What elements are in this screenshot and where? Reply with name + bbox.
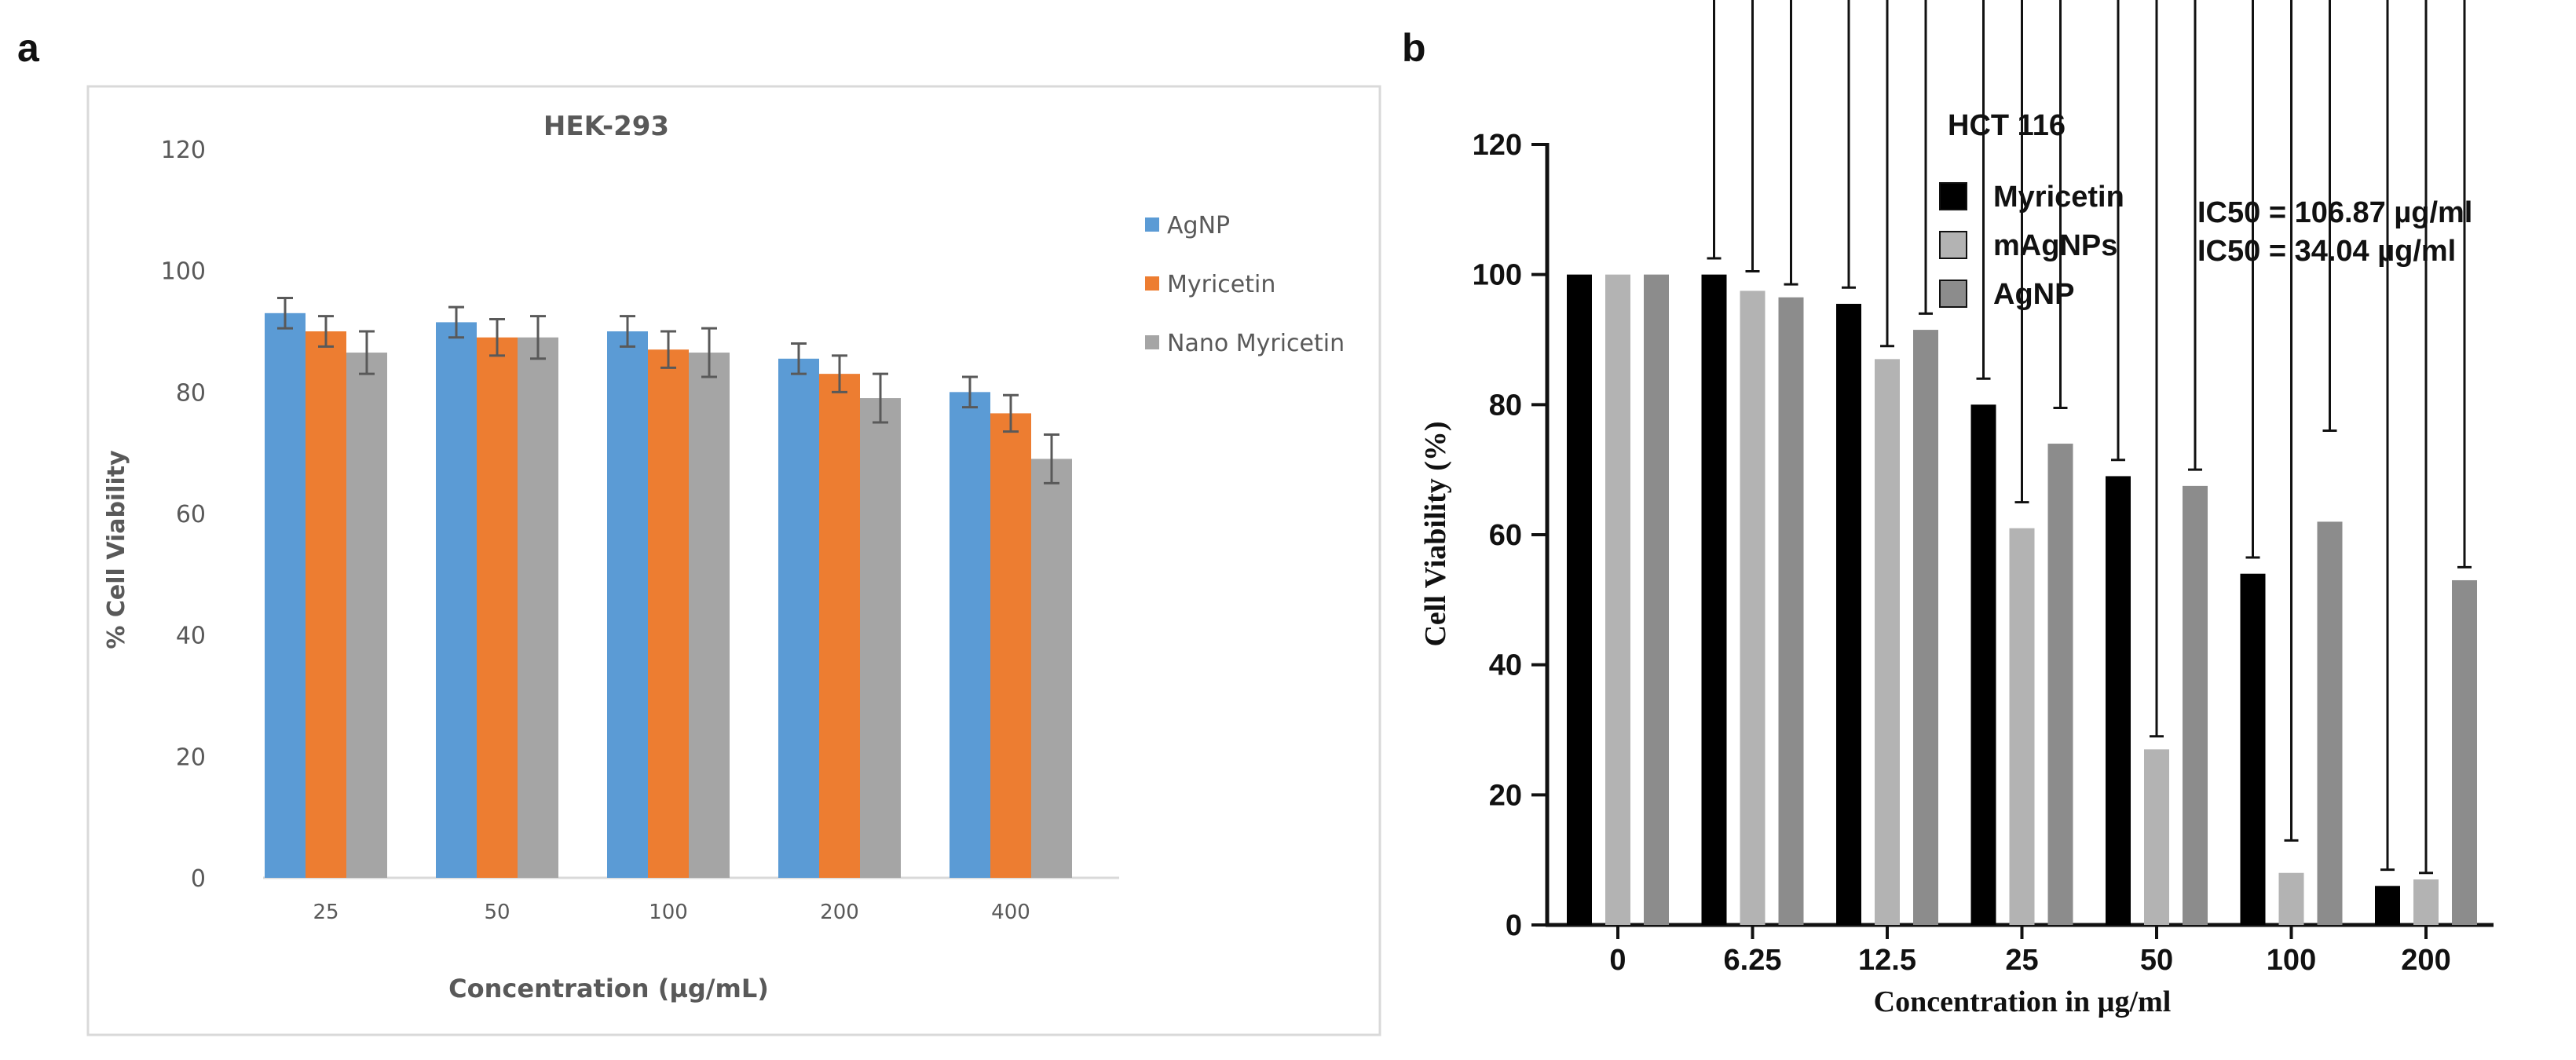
x-tick-label: 200	[2401, 944, 2450, 977]
panel-a-xlabel: Concentration (µg/mL)	[448, 974, 769, 1003]
y-tick-label: 100	[161, 258, 206, 286]
x-tick-label: 12.5	[1858, 944, 1916, 977]
bar-myricetin	[2375, 886, 2400, 925]
legend-swatch	[1145, 217, 1159, 232]
bar-myricetin	[1701, 274, 1727, 926]
panel-b-y-ticks: 0 20 40 60 80 100 120	[1473, 129, 1547, 942]
bar-magnps	[2413, 879, 2439, 925]
bar-agnp	[1644, 274, 1669, 926]
panel-b-letter: b	[1402, 26, 1426, 70]
y-tick-label: 120	[161, 137, 206, 164]
bar-agnp	[2183, 485, 2208, 925]
bar-magnps	[2009, 528, 2035, 925]
bar-myricetin	[990, 413, 1031, 878]
panel-b-x-ticks: 0 6.25 12.5 25 50 100 200	[1609, 925, 2451, 977]
x-tick-label: 100	[649, 901, 688, 924]
bar-nano-myricetin	[689, 353, 730, 879]
y-tick-label: 120	[1473, 129, 1522, 162]
legend-swatch	[1145, 335, 1159, 349]
x-tick-label: 100	[2267, 944, 2316, 977]
legend-swatch	[1939, 231, 1967, 259]
bar-myricetin	[1970, 404, 1996, 925]
y-tick-label: 100	[1473, 259, 1522, 292]
x-tick-label: 25	[313, 901, 338, 924]
bar-magnps	[1875, 359, 1900, 926]
bar-agnp	[2047, 444, 2073, 925]
bar-myricetin	[1567, 274, 1592, 926]
panel-b-title: HCT 116	[1948, 109, 2066, 142]
x-tick-label: 200	[820, 901, 859, 924]
x-tick-label: 400	[991, 901, 1030, 924]
panel-b-annotation-1: IC50 = 106.87 µg/ml	[2197, 196, 2472, 229]
panel-b-annotation-2: IC50 = 34.04 µg/ml	[2197, 235, 2456, 268]
bar-myricetin	[2106, 476, 2131, 925]
bar-myricetin	[477, 337, 518, 878]
panel-a-x-ticks: 25 50 100 200 400	[313, 901, 1030, 924]
x-tick-label: 6.25	[1724, 944, 1782, 977]
panel-b-bars	[1567, 0, 2477, 926]
legend-label: AgNP	[1993, 278, 2074, 311]
panel-a-ylabel: % Cell Viability	[103, 450, 130, 649]
y-tick-label: 60	[176, 501, 206, 528]
y-tick-label: 0	[191, 865, 206, 893]
panel-b-legend: Myricetin mAgNPs AgNP	[1939, 181, 2124, 311]
legend-label: mAgNPs	[1993, 229, 2117, 262]
panel-a-letter: a	[17, 26, 40, 70]
bar-nano-myricetin	[860, 398, 901, 879]
bar-myricetin	[306, 331, 346, 878]
legend-label: AgNP	[1167, 212, 1230, 239]
bar-agnp	[265, 313, 306, 878]
panel-a-y-ticks: 0 20 40 60 80 100 120	[161, 137, 206, 893]
bar-magnps	[1605, 274, 1630, 926]
bar-agnp	[1778, 297, 1804, 925]
bar-myricetin	[1836, 303, 1861, 926]
bar-agnp	[607, 331, 648, 878]
bar-agnp	[2452, 579, 2477, 925]
y-tick-label: 40	[1489, 649, 1522, 682]
legend-swatch	[1939, 280, 1967, 308]
bar-agnp	[436, 322, 477, 878]
legend-label: Myricetin	[1993, 181, 2124, 214]
y-tick-label: 0	[1506, 909, 1522, 942]
y-tick-label: 80	[176, 379, 206, 407]
bar-nano-myricetin	[346, 353, 387, 879]
x-tick-label: 50	[484, 901, 510, 924]
legend-swatch	[1939, 182, 1967, 210]
bar-magnps	[2144, 749, 2169, 925]
bar-nano-myricetin	[1031, 459, 1072, 878]
y-tick-label: 80	[1489, 389, 1522, 422]
y-tick-label: 40	[176, 623, 206, 650]
bar-myricetin	[2240, 573, 2266, 925]
legend-label: Myricetin	[1167, 271, 1275, 298]
bar-agnp	[778, 358, 819, 878]
legend-label: Nano Myricetin	[1167, 330, 1345, 357]
panel-a-legend: AgNP Myricetin Nano Myricetin	[1145, 212, 1345, 357]
bar-nano-myricetin	[518, 337, 558, 878]
bar-magnps	[1740, 291, 1766, 925]
y-tick-label: 20	[1489, 779, 1522, 812]
bar-magnps	[2278, 872, 2304, 925]
y-tick-label: 60	[1489, 519, 1522, 552]
panel-a-bars	[265, 296, 1072, 879]
x-tick-label: 0	[1609, 944, 1626, 977]
x-tick-label: 25	[2005, 944, 2038, 977]
bar-agnp	[2317, 521, 2343, 925]
bar-agnp	[1913, 330, 1938, 925]
x-tick-label: 50	[2140, 944, 2173, 977]
bar-myricetin	[819, 374, 860, 879]
bar-myricetin	[648, 349, 689, 878]
y-tick-label: 20	[176, 744, 206, 771]
legend-swatch	[1145, 276, 1159, 291]
bar-agnp	[950, 392, 990, 878]
panel-b-xlabel: Concentration in µg/ml	[1874, 985, 2172, 1018]
panel-a-title: HEK-293	[543, 111, 669, 142]
panel-b-ylabel: Cell Viability (%)	[1419, 421, 1452, 646]
